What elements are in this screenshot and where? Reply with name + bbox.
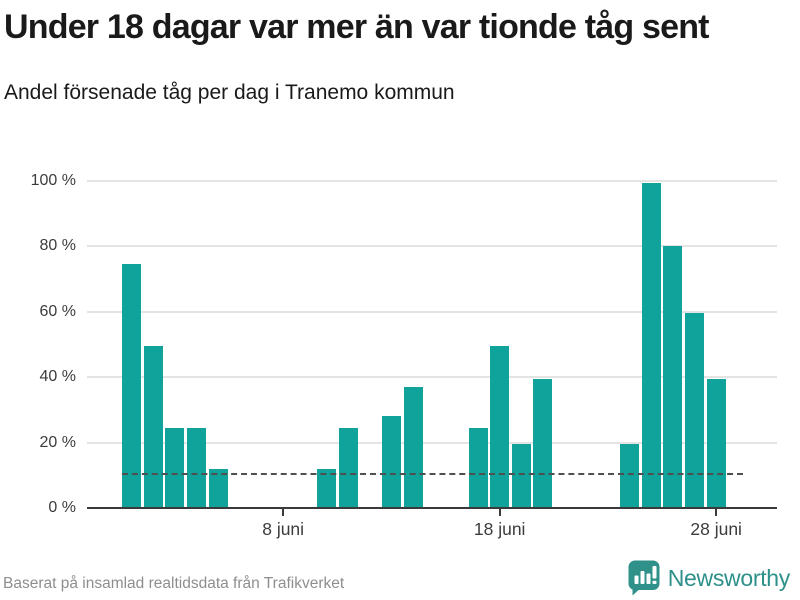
bar-14-juni [403, 387, 423, 508]
y-tick-label-0: 0 % [48, 499, 76, 516]
y-tick-label-80: 80 % [39, 237, 76, 255]
bar-13-juni [381, 416, 401, 508]
bar-5-juni [208, 468, 228, 508]
bar-26-juni [663, 246, 683, 508]
gridline-40 [87, 376, 777, 379]
bar-17-juni [468, 427, 488, 508]
newsworthy-logo: Newsworthy [628, 560, 790, 596]
x-axis-ticks: 8 juni 18 juni 28 juni [87, 509, 777, 549]
gridline-60 [87, 310, 777, 313]
bar-19-juni [511, 444, 531, 508]
y-tick-label-100: 100 % [30, 172, 76, 189]
plot-area [87, 180, 777, 509]
bar-28-juni [706, 378, 726, 508]
newsworthy-wordmark: Newsworthy [667, 564, 791, 591]
source-attribution: Baserat på insamlad realtidsdata från Tr… [3, 575, 345, 592]
gridline-80 [87, 245, 777, 248]
y-tick-label-40: 40 % [39, 368, 76, 386]
gridline-20 [87, 441, 777, 444]
x-tick-mark-28-juni [715, 509, 718, 516]
chart-title: Under 18 dagar var mer än var tionde tåg… [4, 8, 710, 46]
x-tick-label-28-juni: 28 juni [690, 519, 742, 539]
newsworthy-bubble-chart-icon [628, 560, 660, 596]
bar-27-juni [685, 313, 704, 508]
x-tick-mark-18-juni [498, 509, 501, 516]
bar-25-juni [641, 182, 661, 508]
bar-24-juni [620, 444, 640, 508]
reference-line-10-percent [122, 473, 743, 476]
y-axis-labels: 0 % 20 % 40 % 60 % 80 % 100 % [0, 172, 76, 516]
bar-20-juni [533, 378, 553, 508]
bar-1-juni [122, 264, 142, 508]
x-tick-label-18-juni: 18 juni [473, 519, 526, 539]
y-tick-label-20: 20 % [39, 433, 76, 451]
bar-11-juni [338, 427, 358, 508]
y-tick-label-60: 60 % [39, 302, 76, 320]
chart-subtitle: Andel försenade tåg per dag i Tranemo ko… [4, 81, 455, 104]
x-tick-label-8-juni: 8 juni [262, 519, 305, 539]
bar-4-juni [187, 427, 207, 508]
x-axis-line [87, 507, 777, 509]
bar-3-juni [165, 427, 185, 508]
bar-10-juni [316, 468, 336, 508]
bar-18-juni [490, 346, 510, 508]
bar-2-juni [143, 346, 163, 508]
gridline-100 [87, 180, 777, 182]
x-tick-mark-8-juni [282, 509, 285, 516]
